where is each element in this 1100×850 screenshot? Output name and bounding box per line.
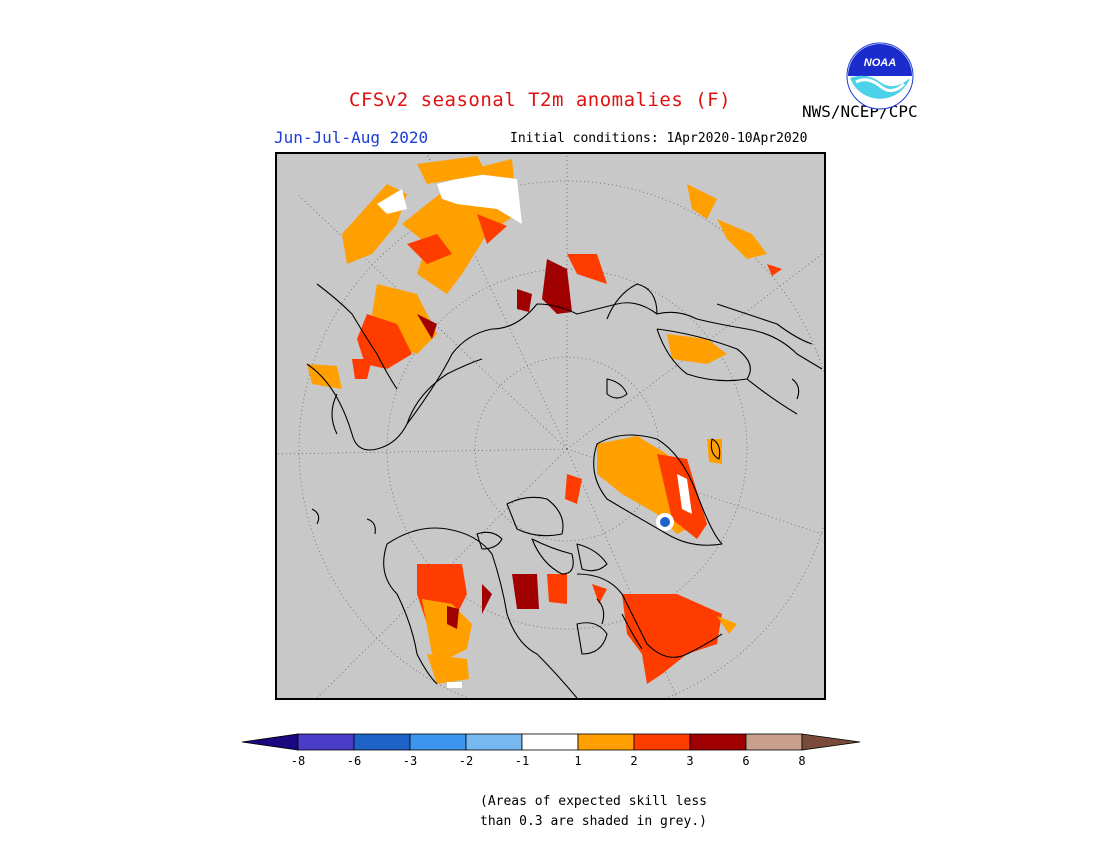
colorbar-tick-label: 3 — [686, 754, 693, 768]
footnote-line1: (Areas of expected skill less — [480, 794, 707, 809]
colorbar-tick-label: 8 — [798, 754, 805, 768]
colorbar-tick-label: -8 — [291, 754, 305, 768]
map-panel — [275, 152, 826, 700]
footnote-line2: than 0.3 are shaded in grey.) — [480, 814, 707, 829]
colorbar-tick-label: -3 — [403, 754, 417, 768]
colorbar-bin — [521, 733, 579, 751]
colorbar-bin — [297, 733, 355, 751]
coastlines — [306, 283, 823, 698]
colorbar-bin — [409, 733, 467, 751]
noaa-logo-text: NOAA — [864, 57, 896, 69]
colorbar-tick-label: 2 — [630, 754, 637, 768]
colorbar-bin-high-extend — [801, 733, 861, 751]
forecast-period: Jun-Jul-Aug 2020 — [274, 128, 429, 147]
noaa-logo: NOAA — [846, 42, 914, 110]
colorbar-bin — [745, 733, 803, 751]
colorbar-bin — [577, 733, 635, 751]
polar-map — [277, 154, 824, 698]
chart-title: CFSv2 seasonal T2m anomalies (F) — [349, 89, 732, 111]
colorbar-bin-low-extend — [241, 733, 299, 751]
colorbar-tick-labels: -8 -6 -3 -2 -1 1 2 3 6 8 — [291, 754, 806, 768]
colorbar-tick-label: -1 — [515, 754, 529, 768]
colorbar-tick-label: 6 — [742, 754, 749, 768]
initial-conditions: Initial conditions: 1Apr2020-10Apr2020 — [510, 131, 808, 146]
colorbar-bin — [689, 733, 747, 751]
anomaly-patches — [307, 156, 782, 688]
colorbar-bin — [465, 733, 523, 751]
colorbar-bins — [241, 733, 861, 751]
colorbar-tick-label: -2 — [459, 754, 473, 768]
colorbar-bin — [633, 733, 691, 751]
colorbar: -8 -6 -3 -2 -1 1 2 3 6 8 — [241, 733, 861, 768]
skill-footnote: (Areas of expected skill less than 0.3 a… — [480, 792, 707, 832]
colorbar-tick-label: 1 — [574, 754, 581, 768]
colorbar-bin — [353, 733, 411, 751]
colorbar-tick-label: -6 — [347, 754, 361, 768]
